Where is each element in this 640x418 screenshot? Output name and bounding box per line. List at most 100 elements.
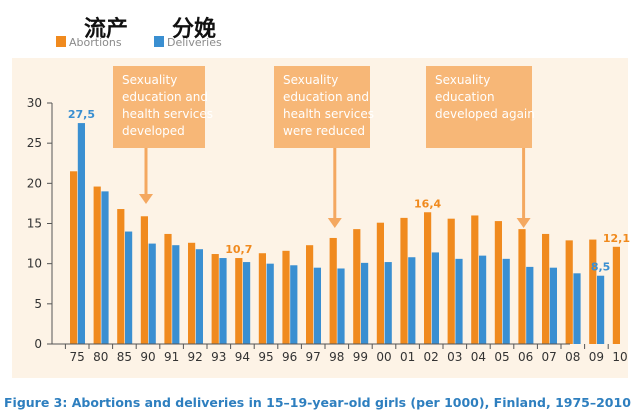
x-tick-label: 06 [518, 350, 533, 364]
x-tick-label: 90 [140, 350, 155, 364]
bar-deliveries-93 [219, 258, 227, 344]
figure-caption: Figure 3: Abortions and deliveries in 15… [4, 395, 631, 410]
bar-deliveries-02 [431, 252, 439, 344]
bar-deliveries-90 [148, 243, 156, 344]
bar-deliveries-00 [384, 262, 392, 344]
x-tick-label: 92 [188, 350, 203, 364]
annotation-text-line: education and [122, 90, 208, 104]
bar-deliveries-85 [125, 231, 133, 344]
annotation-arrow-head [516, 218, 531, 228]
bar-abortions-09 [589, 239, 597, 344]
x-tick-label: 80 [93, 350, 108, 364]
bar-deliveries-01 [408, 257, 416, 344]
bars-group [70, 123, 620, 344]
x-tick-label: 94 [235, 350, 250, 364]
x-tick-label: 75 [70, 350, 85, 364]
bar-deliveries-94 [243, 262, 251, 344]
bar-abortions-93 [211, 254, 219, 344]
annotation-arrow-head [327, 218, 342, 228]
bar-deliveries-07 [549, 267, 557, 344]
annotation-1: Sexuality education and health services dev… [113, 66, 213, 204]
annotations-group: Sexuality education and health services dev… [113, 66, 535, 228]
annotation-3: Sexuality education developed again [426, 66, 535, 228]
data-label-deliveries-09: 8,5 [591, 261, 611, 274]
x-tick-label: 02 [424, 350, 439, 364]
bar-deliveries-92 [195, 249, 203, 344]
x-tick-label: 07 [542, 350, 557, 364]
data-label-abortions-10: 12,1 [603, 232, 630, 245]
bar-abortions-91 [164, 233, 172, 344]
x-tick-label: 96 [282, 350, 297, 364]
legend-swatch-deliveries [154, 36, 164, 47]
bar-deliveries-95 [266, 263, 274, 344]
legend-label-abortions-en: Abortions [69, 36, 122, 49]
annotation-text-line: Sexuality [435, 73, 490, 87]
annotation-text-line: Sexuality [283, 73, 338, 87]
x-tick-label: 99 [353, 350, 368, 364]
x-tick-label: 91 [164, 350, 179, 364]
bar-abortions-01 [400, 217, 408, 344]
bar-abortions-80 [93, 186, 101, 344]
bar-deliveries-06 [526, 266, 534, 344]
x-tick-label: 93 [211, 350, 226, 364]
bar-abortions-05 [494, 221, 502, 344]
data-label-deliveries-75: 27,5 [68, 108, 95, 121]
x-tick-label: 09 [589, 350, 604, 364]
bar-abortions-06 [518, 229, 526, 344]
y-tick-label: 30 [27, 96, 42, 110]
bar-abortions-08 [565, 240, 573, 344]
bar-abortions-10 [612, 246, 620, 344]
annotation-text-line: health services [122, 107, 213, 121]
y-tick-label: 15 [27, 217, 42, 231]
bar-abortions-98 [329, 237, 337, 344]
x-tick-label: 10 [612, 350, 627, 364]
bar-abortions-07 [542, 233, 550, 344]
x-tick-label: 95 [258, 350, 273, 364]
bar-deliveries-75 [77, 123, 85, 344]
bar-deliveries-03 [455, 258, 463, 344]
x-tick-label: 08 [565, 350, 580, 364]
x-tick-label: 03 [447, 350, 462, 364]
data-labels-group: 27,5 10,7 16,4 8,5 12,1 [68, 108, 630, 274]
annotation-arrow-head [139, 194, 153, 204]
bar-abortions-94 [235, 258, 243, 344]
x-tick-label: 97 [306, 350, 321, 364]
y-axis: 0 5 10 15 20 25 30 [27, 96, 53, 351]
legend-label-deliveries-en: Deliveries [167, 36, 222, 49]
legend-swatch-abortions [56, 36, 66, 47]
annotation-box [113, 66, 205, 148]
bar-abortions-96 [282, 250, 290, 344]
x-tick-label: 00 [376, 350, 391, 364]
bar-abortions-97 [306, 245, 314, 344]
bar-abortions-04 [471, 215, 479, 344]
annotation-text-line: Sexuality [122, 73, 177, 87]
bar-deliveries-97 [313, 267, 321, 344]
bar-abortions-95 [258, 253, 266, 344]
legend-label-deliveries-zh: 分娩 [172, 16, 216, 42]
data-label-abortions-02: 16,4 [414, 197, 441, 210]
bar-deliveries-05 [502, 258, 510, 344]
legend-label-abortions-zh: 流产 [84, 16, 128, 42]
x-tick-label: 04 [471, 350, 486, 364]
x-tick-label: 98 [329, 350, 344, 364]
x-tick-label: 01 [400, 350, 415, 364]
bar-abortions-03 [447, 218, 455, 344]
bar-abortions-90 [140, 216, 148, 344]
y-tick-label: 25 [27, 136, 42, 150]
data-label-abortions-94: 10,7 [225, 243, 252, 256]
annotation-text-line: education [435, 90, 495, 104]
annotation-text-line: were reduced [283, 124, 365, 138]
x-tick-label: 85 [117, 350, 132, 364]
bar-deliveries-80 [101, 191, 109, 344]
annotation-box [426, 66, 532, 148]
y-tick-label: 0 [34, 337, 42, 351]
annotation-box [274, 66, 370, 148]
bar-deliveries-91 [172, 245, 180, 344]
bar-deliveries-99 [361, 262, 369, 344]
bar-abortions-92 [188, 242, 196, 344]
annotation-text-line: developed again [435, 107, 535, 121]
bar-abortions-75 [70, 171, 78, 344]
